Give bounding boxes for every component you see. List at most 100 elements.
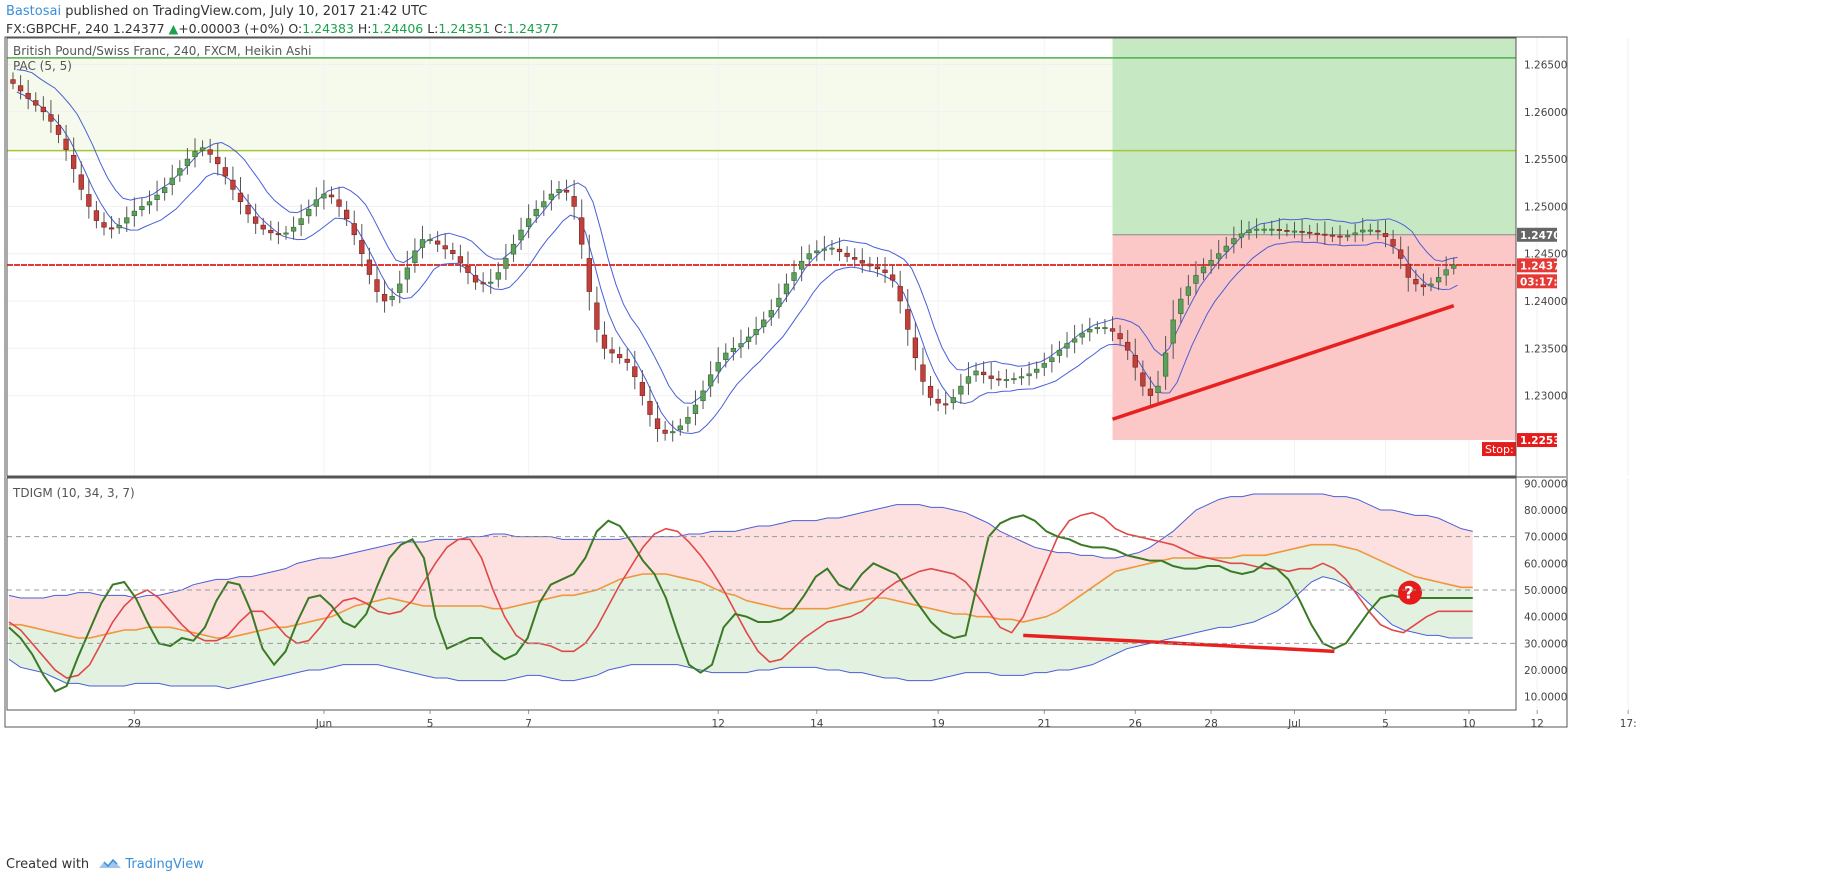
candle[interactable] [920,364,926,382]
candle[interactable] [518,229,524,241]
candle[interactable] [472,275,479,283]
candle[interactable] [101,222,107,228]
candle[interactable] [950,397,956,404]
candle[interactable] [912,337,919,359]
tdi-signal-line[interactable] [8,511,1473,679]
candle[interactable] [427,239,433,241]
candle[interactable] [1026,373,1032,377]
candle[interactable] [1049,357,1055,363]
candle[interactable] [609,349,615,354]
candle[interactable] [1178,298,1184,314]
candle[interactable] [556,189,562,193]
candle[interactable] [1064,343,1070,349]
candle[interactable] [685,417,691,424]
candle[interactable] [859,260,865,264]
candle[interactable] [1087,329,1093,333]
candle[interactable] [798,260,805,270]
candle[interactable] [973,370,979,376]
candle[interactable] [601,334,608,349]
candle[interactable] [996,378,1002,381]
candle[interactable] [1420,284,1427,288]
candle[interactable] [328,194,335,198]
candle[interactable] [1125,341,1131,351]
candle[interactable] [1003,379,1010,382]
tdi-mid-line[interactable] [9,543,1473,639]
candle[interactable] [215,156,221,165]
candle[interactable] [1170,319,1176,344]
candle[interactable] [1223,245,1229,252]
tdi-lower-band-line[interactable] [8,576,1473,690]
candle[interactable] [1094,327,1101,330]
candle[interactable] [1140,372,1146,387]
candle[interactable] [313,199,319,207]
candle[interactable] [253,216,259,224]
candle[interactable] [632,366,638,377]
candle[interactable] [1071,338,1078,343]
author-link[interactable]: Bastosai [6,4,62,19]
candle[interactable] [1375,230,1381,233]
candle[interactable] [1284,230,1290,232]
candle[interactable] [404,267,410,280]
candle[interactable] [199,147,206,151]
candle[interactable] [192,151,198,158]
candle[interactable] [935,398,941,404]
candle[interactable] [397,283,403,293]
candle[interactable] [776,297,782,308]
candle[interactable] [1117,333,1123,340]
candle[interactable] [71,155,77,169]
candle[interactable] [1109,328,1116,332]
candle[interactable] [821,248,828,251]
candle[interactable] [533,208,539,217]
candle[interactable] [844,252,850,257]
candle[interactable] [10,79,16,84]
candle[interactable] [488,281,494,284]
candle[interactable] [177,168,183,176]
candle[interactable] [343,209,350,219]
candle[interactable] [738,343,744,348]
question-marker-icon[interactable] [1398,580,1422,605]
candle[interactable] [753,329,759,335]
candle[interactable] [874,266,881,270]
bullish-trendline[interactable] [1111,304,1455,421]
candle[interactable] [260,224,266,230]
candle[interactable] [958,385,964,395]
candle[interactable] [579,217,585,245]
candle[interactable] [1322,233,1328,236]
candle[interactable] [78,174,84,190]
candle[interactable] [237,192,244,202]
candle[interactable] [670,431,676,434]
candle[interactable] [594,302,600,330]
candle[interactable] [434,240,441,245]
candle[interactable] [268,229,274,234]
candle[interactable] [306,208,312,217]
candle[interactable] [662,429,668,434]
candle[interactable] [40,106,46,113]
candle[interactable] [1253,228,1260,231]
candle[interactable] [1041,363,1047,368]
candle[interactable] [1216,253,1222,259]
candle[interactable] [25,92,31,99]
candle[interactable] [1269,228,1275,231]
candle[interactable] [1435,277,1442,283]
candle[interactable] [207,149,213,155]
candle[interactable] [1360,229,1366,233]
candle[interactable] [806,253,812,260]
candle[interactable] [677,425,683,431]
tdi-rsi-line[interactable] [8,514,1473,693]
candle[interactable] [867,263,873,267]
candle[interactable] [1307,231,1313,234]
candle[interactable] [654,418,661,429]
candle[interactable] [836,248,843,253]
candle[interactable] [541,201,547,208]
candle[interactable] [1162,352,1169,377]
candle[interactable] [495,272,501,280]
tdi-upper-band-line[interactable] [8,493,1473,599]
candle[interactable] [139,206,145,210]
candle[interactable] [1451,264,1457,269]
candle[interactable] [1367,229,1373,232]
candle[interactable] [351,223,357,236]
candle[interactable] [366,259,373,275]
candle[interactable] [586,258,592,292]
candle[interactable] [1382,233,1389,237]
candle[interactable] [55,124,62,135]
